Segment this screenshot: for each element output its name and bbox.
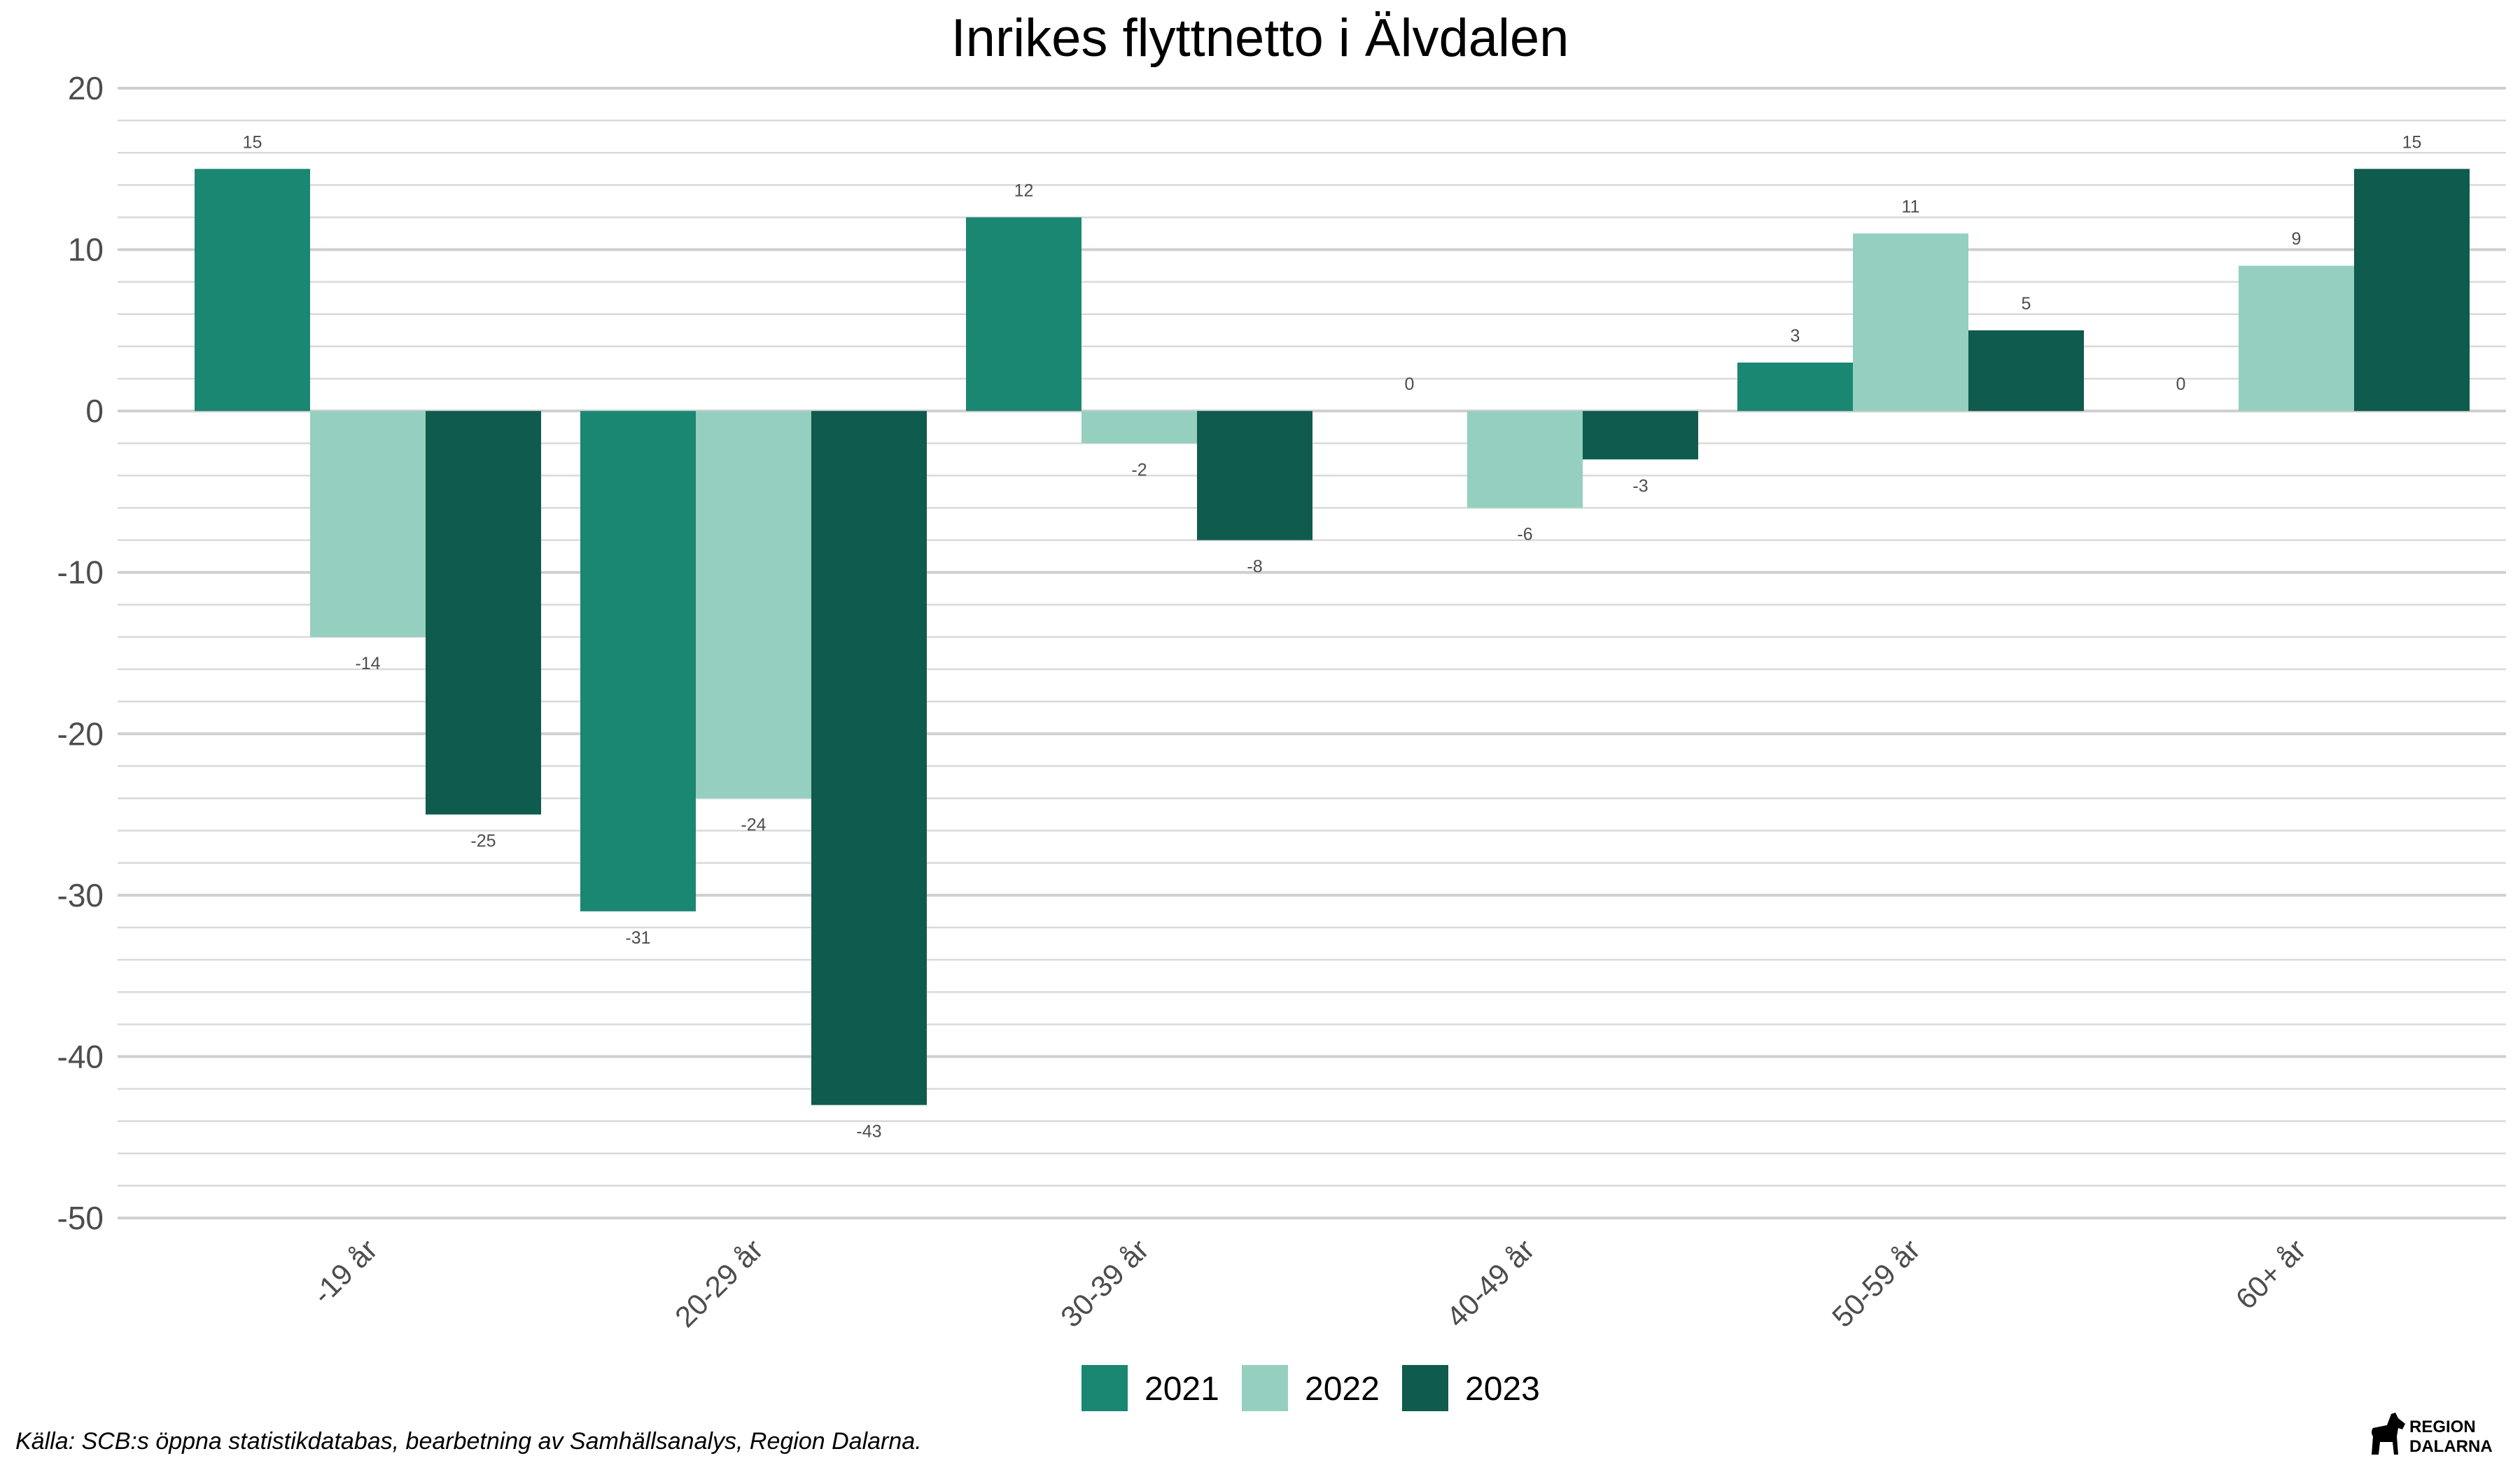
y-tick-label: -10: [57, 554, 104, 591]
bar-2022-2: [1082, 411, 1197, 444]
bar-2023-0: [426, 411, 541, 815]
legend-swatch-2022: [1242, 1365, 1288, 1411]
data-label: 0: [1405, 374, 1415, 394]
data-label: -8: [1247, 557, 1262, 577]
bar-2022-4: [1853, 233, 1968, 412]
data-label: -3: [1632, 476, 1648, 496]
bar-2023-1: [811, 411, 927, 1105]
data-label: -31: [625, 928, 650, 948]
bar-2021-0: [195, 169, 310, 412]
y-tick-label: -30: [57, 877, 104, 913]
bar-2023-2: [1197, 411, 1312, 540]
dala-horse-icon: [2372, 1413, 2405, 1455]
data-label: 15: [243, 132, 262, 152]
data-label: -2: [1131, 460, 1147, 479]
x-tick-label: 50-59 år: [1826, 1233, 1926, 1334]
data-label: 3: [1791, 326, 1800, 346]
x-tick-label: -19 år: [306, 1233, 384, 1310]
y-tick-label: 0: [85, 393, 104, 429]
data-label: 12: [1014, 181, 1034, 200]
chart-title: Inrikes flyttnetto i Älvdalen: [951, 8, 1569, 68]
logo-line-2: DALARNA: [2409, 1437, 2493, 1456]
data-label: 9: [2292, 230, 2302, 249]
logo-line-1: REGION: [2409, 1418, 2476, 1436]
x-tick-label: 40-49 år: [1440, 1233, 1541, 1334]
legend-label: 2021: [1144, 1371, 1219, 1408]
bar-2023-3: [1583, 411, 1698, 460]
y-axis-ticks: 20 10 0 -10 -20 -30 -40 -50: [57, 70, 104, 1236]
bar-2022-1: [696, 411, 811, 799]
x-axis-ticks: -19 år 20-29 år 30-39 år 40-49 år 50-59 år 60…: [306, 1233, 2312, 1334]
data-label: -25: [470, 832, 496, 851]
data-label: -6: [1517, 524, 1532, 544]
y-tick-label: -20: [57, 715, 104, 752]
bar-2022-0: [310, 411, 426, 637]
data-label: -43: [856, 1122, 881, 1142]
data-label: 15: [2402, 132, 2422, 152]
legend-label: 2022: [1305, 1371, 1380, 1408]
data-label: -24: [741, 816, 766, 835]
x-tick-label: 20-29 år: [668, 1233, 769, 1334]
x-tick-label: 60+ år: [2230, 1233, 2312, 1315]
bar-2022-5: [2239, 265, 2354, 412]
bar-2023-4: [1968, 330, 2084, 412]
data-label: 11: [1902, 197, 1920, 217]
legend-label: 2023: [1465, 1371, 1540, 1408]
legend-swatch-2021: [1082, 1365, 1128, 1411]
source-caption: Källa: SCB:s öppna statistikdatabas, bea…: [15, 1428, 922, 1455]
legend: 2021 2022 2023: [1082, 1365, 1540, 1411]
bars: [195, 169, 2470, 1105]
y-tick-label: -40: [57, 1038, 104, 1074]
bar-2023-5: [2354, 169, 2470, 412]
region-dalarna-logo: REGION DALARNA: [2372, 1413, 2493, 1456]
data-labels: 15 -14 -25 -31 -24 -43 12 -2 -8 0 -6 -3 3 11 5 0 9 15: [243, 132, 2422, 1141]
bar-2021-1: [580, 411, 696, 911]
y-tick-label: 20: [68, 70, 104, 106]
bar-2021-4: [1737, 362, 1853, 412]
y-tick-label: -50: [57, 1200, 104, 1236]
y-tick-label: 10: [68, 232, 104, 268]
data-label: 0: [2176, 374, 2186, 394]
data-label: -14: [355, 654, 380, 673]
bar-2021-2: [966, 217, 1082, 412]
x-tick-label: 30-39 år: [1054, 1233, 1155, 1334]
data-label: 5: [2022, 294, 2031, 314]
bar-2022-3: [1467, 411, 1583, 508]
legend-swatch-2023: [1402, 1365, 1448, 1411]
